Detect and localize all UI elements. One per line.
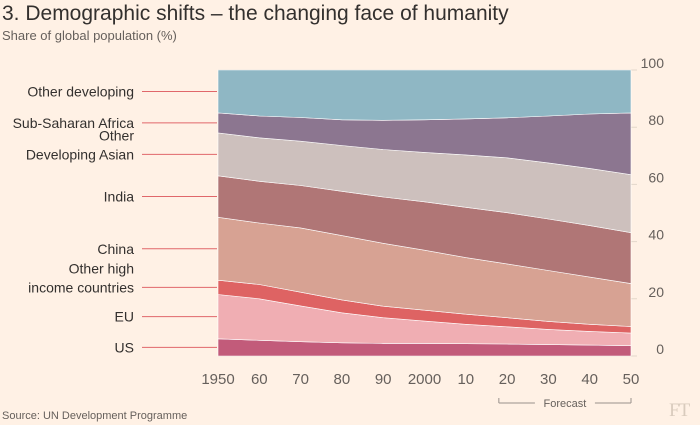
chart-subtitle: Share of global population (%)	[2, 28, 177, 43]
y-tick-label-40: 40	[648, 227, 664, 243]
series-label-eu: EU	[115, 309, 134, 325]
forecast-annotation: Forecast	[498, 398, 632, 410]
forecast-label: Forecast	[544, 398, 587, 410]
y-tick-label-100: 100	[641, 55, 665, 71]
series-label-other-developing: Other developing	[27, 83, 134, 99]
y-tick-label-0: 0	[656, 341, 664, 357]
series-label-india: India	[104, 189, 135, 205]
series-label-other-developing-asian: Developing Asian	[26, 146, 134, 162]
x-tick-label-2000: 2000	[408, 371, 441, 388]
area-series	[217, 69, 632, 357]
x-tick-label-2010: 10	[457, 371, 474, 388]
chart-title: 3. Demographic shifts – the changing fac…	[2, 2, 509, 25]
y-tick-label-20: 20	[648, 284, 664, 300]
series-label-other-high-income-countries: income countries	[28, 279, 134, 295]
x-tick-label-2040: 40	[581, 371, 598, 388]
y-axis: 0 20 40 60 80 100	[641, 55, 665, 357]
area-other-developing	[217, 69, 632, 121]
series-label-china: China	[97, 241, 134, 257]
x-tick-label-2050: 50	[623, 371, 640, 388]
x-axis: 1950 60 70 80 90 2000 10 20 30 40 50	[201, 371, 639, 388]
x-tick-label-2020: 20	[499, 371, 516, 388]
y-tick-label-80: 80	[648, 112, 664, 128]
x-tick-label-1970: 70	[292, 371, 309, 388]
series-label-sub-saharan-africa: Sub-Saharan Africa	[13, 115, 135, 131]
x-tick-label-1960: 60	[251, 371, 268, 388]
x-tick-label-1990: 90	[375, 371, 392, 388]
y-tick-label-60: 60	[648, 169, 664, 185]
x-tick-label-2030: 30	[540, 371, 557, 388]
ft-logo: FT	[669, 400, 690, 421]
x-tick-label-1950: 1950	[201, 371, 234, 388]
series-label-other-high-income-countries: Other high	[69, 260, 134, 276]
series-label-us: US	[115, 339, 134, 355]
series-label-other-developing-asian: Other	[99, 127, 134, 143]
source-note: Source: UN Development Programme	[2, 410, 188, 422]
x-tick-label-1980: 80	[334, 371, 351, 388]
